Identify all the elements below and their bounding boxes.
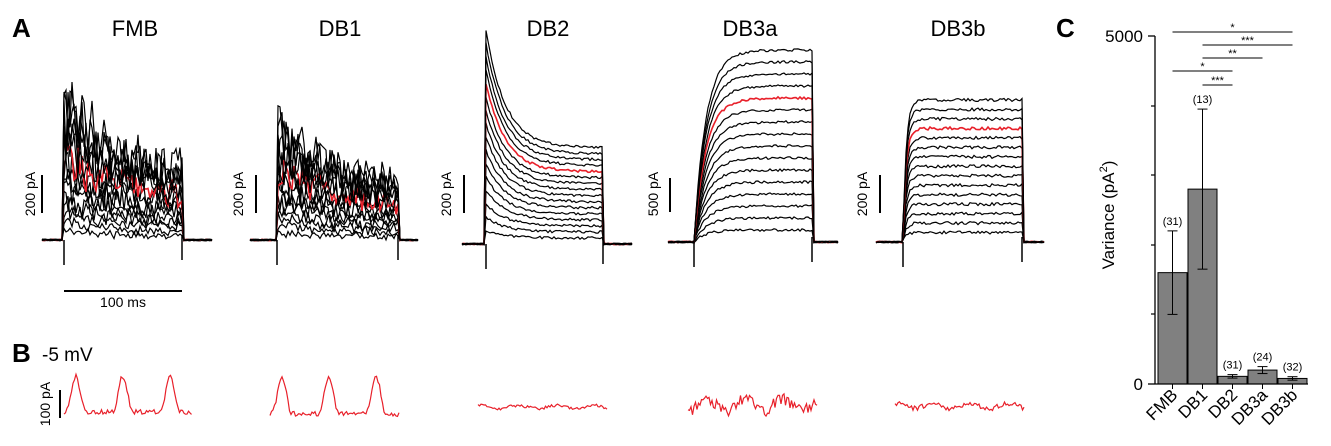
cell-title-db3b: DB3b <box>930 16 985 41</box>
time-scalebar-label: 100 ms <box>100 294 146 310</box>
n-label-db2: (31) <box>1223 360 1243 372</box>
scalebar-label-db3b: 200 pA <box>854 171 870 216</box>
cell-title-fmb: FMB <box>112 16 158 41</box>
traces-fmb <box>41 81 213 265</box>
noise-trace-fmb <box>63 372 192 416</box>
current-trace <box>667 228 839 244</box>
n-label-fmb: (31) <box>1163 216 1183 228</box>
scalebar-label-db3a: 500 pA <box>645 171 661 216</box>
traces-db1 <box>249 104 419 265</box>
traces-db2 <box>461 30 633 269</box>
current-trace <box>461 230 633 246</box>
scalebar-label-db1: 200 pA <box>230 171 246 216</box>
current-traces-group <box>41 30 1045 269</box>
scalebar-label-db2: 200 pA <box>438 171 454 216</box>
bars-group: (31)FMB(13)DB1(31)DB2(24)DB3a(32)DB3b <box>1143 94 1308 429</box>
variance-bar-chart: 5000 0 Variance (pA2) (31) FMB (13) DB1 (31)… <box>1098 22 1308 429</box>
y-tick-label-0: 0 <box>1134 375 1143 394</box>
cell-title-db3a: DB3a <box>722 16 778 41</box>
current-trace <box>461 214 633 246</box>
current-trace <box>667 216 839 244</box>
significance-group: ********** <box>1172 22 1293 87</box>
scalebar-label-b: 100 pA <box>37 381 53 426</box>
current-trace <box>249 104 419 242</box>
holding-voltage-label: -5 mV <box>42 345 93 366</box>
highlighted-trace <box>875 125 1045 244</box>
current-trace <box>875 135 1045 244</box>
current-trace <box>667 180 839 244</box>
traces-db3b <box>875 97 1045 267</box>
y-axis-label: Variance (pA2) <box>1098 161 1118 270</box>
x-tick-label-db1: DB1 <box>1175 385 1212 422</box>
current-trace <box>875 154 1045 244</box>
traces-db3a <box>667 48 839 267</box>
y-tick-label-5000: 5000 <box>1105 27 1143 46</box>
significance-stars: *** <box>1241 35 1255 47</box>
current-trace <box>461 162 633 246</box>
panel-label-c: C <box>1056 13 1075 43</box>
current-trace <box>875 145 1045 244</box>
noise-trace-db1 <box>269 375 400 418</box>
current-trace <box>249 197 419 242</box>
current-trace <box>875 97 1045 244</box>
noise-trace-db3b <box>894 400 1025 412</box>
noise-trace-db2 <box>477 403 608 411</box>
current-trace <box>875 116 1045 244</box>
current-trace <box>461 97 633 246</box>
current-trace <box>461 202 633 246</box>
n-label-db1: (13) <box>1193 94 1213 106</box>
significance-stars: ** <box>1228 48 1237 60</box>
significance-stars: * <box>1230 22 1235 34</box>
significance-stars: *** <box>1211 75 1225 87</box>
cell-title-db1: DB1 <box>319 16 362 41</box>
panel-label-a: A <box>12 13 31 43</box>
current-trace <box>875 192 1045 244</box>
current-trace <box>667 48 839 244</box>
panel-label-b: B <box>12 338 31 368</box>
n-label-db3b: (32) <box>1283 362 1303 374</box>
current-trace <box>41 216 213 242</box>
noise-traces-group <box>63 372 1025 418</box>
cell-title-db2: DB2 <box>527 16 570 41</box>
current-trace <box>875 220 1044 244</box>
current-trace <box>461 30 633 246</box>
current-trace <box>461 42 633 246</box>
scale-bars-a: 200 pA 200 pA 200 pA 500 pA 200 pA 100 m… <box>22 171 881 310</box>
current-trace <box>875 210 1045 244</box>
current-trace <box>461 149 633 246</box>
scalebar-label-fmb: 200 pA <box>22 171 38 216</box>
x-tick-label-fmb: FMB <box>1143 385 1182 424</box>
current-trace <box>461 56 633 246</box>
noise-trace-db3a <box>687 392 818 418</box>
n-label-db3a: (24) <box>1253 352 1273 364</box>
highlighted-trace <box>461 83 633 246</box>
current-trace <box>249 120 419 242</box>
significance-stars: * <box>1200 61 1205 73</box>
current-trace <box>41 81 213 242</box>
